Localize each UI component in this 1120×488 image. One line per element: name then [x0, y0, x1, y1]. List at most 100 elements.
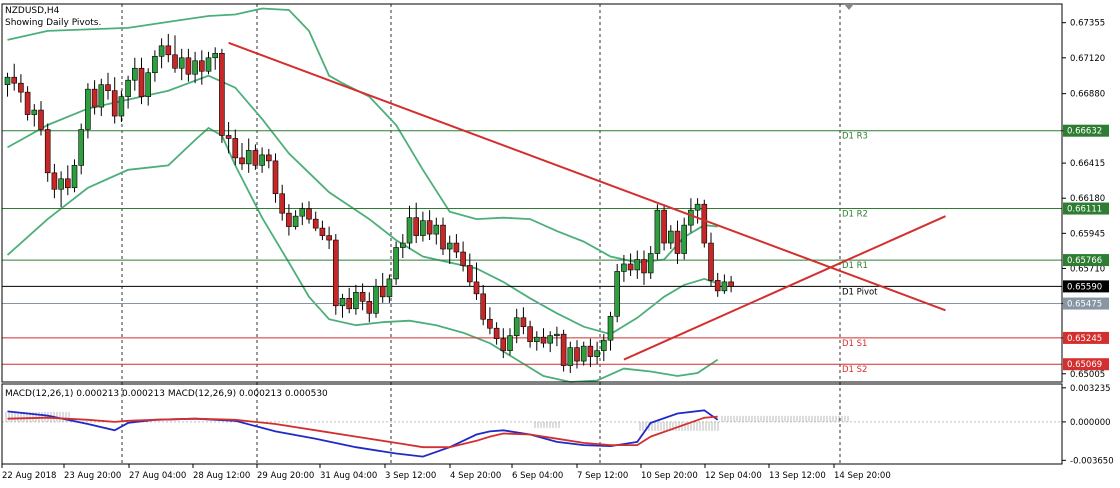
candle-body	[634, 259, 641, 271]
price-tag	[1063, 297, 1109, 310]
candle-body	[118, 96, 125, 117]
candle-body	[339, 298, 346, 307]
candle-body	[480, 293, 487, 320]
candle-body	[65, 178, 71, 189]
macd-title: MACD(12,26,1) 0.000213 0.000213 MACD(12,…	[5, 389, 328, 399]
macd-series-line	[7, 409, 719, 458]
pivot-label: D1 R1	[842, 261, 868, 271]
candle-body	[98, 84, 105, 108]
pivot-label: D1 Pivot	[842, 287, 878, 297]
candle-body	[165, 45, 172, 56]
bollinger-lower	[6, 126, 719, 383]
candle-body	[641, 259, 647, 274]
candle-body	[259, 154, 265, 166]
pivot-label: D1 R3	[842, 132, 868, 142]
candle-body	[446, 242, 453, 250]
candle-body	[332, 239, 339, 307]
candle-body	[4, 76, 11, 85]
candle-body	[138, 67, 145, 97]
pivot-label: D1 S2	[842, 365, 867, 375]
candle-body	[527, 326, 533, 342]
candle-body	[466, 265, 473, 283]
candle-body	[627, 263, 634, 271]
candle-body	[18, 82, 24, 93]
candle-body	[58, 178, 64, 190]
x-tick-label: 7 Sep 12:00	[577, 471, 628, 481]
macd-y-tick-label: -0.003650	[1070, 456, 1114, 466]
candle-body	[172, 54, 178, 69]
candle-body	[621, 263, 627, 272]
macd-series-line	[7, 415, 718, 449]
candle-body	[674, 230, 681, 254]
candle-body	[580, 345, 587, 362]
bollinger-upper	[7, 7, 718, 264]
candle-body	[600, 339, 607, 351]
x-tick-label: 6 Sep 04:00	[512, 471, 563, 481]
candle-body	[681, 224, 688, 254]
candle-body	[554, 333, 560, 336]
candle-body	[192, 60, 198, 75]
x-tick-label: 4 Sep 20:00	[450, 471, 501, 481]
candle-body	[38, 109, 44, 130]
candle-body	[346, 298, 353, 310]
candles	[4, 33, 734, 374]
price-tag	[1063, 358, 1109, 371]
candle-body	[473, 281, 480, 295]
main-frame	[1, 3, 1063, 383]
candle-body	[520, 317, 527, 328]
candle-body	[433, 224, 440, 235]
candle-body	[312, 218, 319, 229]
candle-body	[547, 335, 554, 344]
candle-body	[239, 157, 245, 165]
x-tick-label: 23 Aug 20:00	[64, 471, 121, 481]
candle-body	[145, 72, 151, 97]
candle-body	[51, 172, 58, 190]
candle-body	[460, 251, 466, 266]
candle-body	[158, 45, 165, 57]
trend-line	[623, 215, 946, 361]
y-tick-label: 0.65005	[1070, 370, 1105, 380]
candle-body	[667, 230, 674, 244]
candle-body	[199, 60, 205, 72]
candle-body	[252, 150, 259, 166]
y-tick-label: 0.66415	[1070, 159, 1105, 169]
candle-body	[373, 286, 379, 314]
candle-body	[420, 220, 426, 236]
candle-body	[105, 84, 111, 91]
pivot-label: D1 S1	[842, 339, 867, 349]
candle-body	[386, 278, 393, 298]
candle-body	[225, 135, 232, 139]
candle-body	[178, 57, 185, 69]
candle-body	[453, 242, 460, 253]
macd-y-tick-label: 0.003235	[1070, 384, 1111, 394]
candle-body	[728, 281, 734, 287]
candle-body	[205, 57, 212, 72]
candle-body	[292, 215, 299, 227]
candle-body	[265, 154, 272, 162]
x-tick-label: 28 Aug 12:00	[193, 471, 250, 481]
candle-body	[359, 292, 366, 302]
candle-body	[567, 347, 574, 366]
chart-subtitle: Showing Daily Pivots.	[5, 18, 101, 28]
candle-body	[272, 160, 279, 195]
candle-body	[426, 220, 433, 235]
candle-body	[654, 209, 661, 254]
candle-body	[24, 91, 31, 115]
candle-body	[31, 109, 38, 115]
trend-lines	[228, 41, 946, 361]
candle-body	[91, 88, 98, 108]
candle-body	[507, 335, 513, 351]
x-tick-label: 31 Aug 04:00	[320, 471, 377, 481]
candle-body	[714, 280, 721, 292]
candle-body	[78, 129, 84, 166]
chart-title: NZDUSD,H4	[5, 6, 60, 16]
price-tag	[1063, 202, 1109, 215]
pivot-levels: D1 R3 D1 R2 D1 R1 D1 Pivot D1 S1 D1 S2	[2, 130, 1062, 375]
price-tag-text: 0.65766	[1067, 256, 1102, 266]
x-tick-label: 22 Aug 2018	[2, 471, 56, 481]
candle-body	[379, 286, 386, 298]
price-tag	[1063, 280, 1109, 293]
x-tick-label: 13 Sep 12:00	[769, 471, 826, 481]
price-tag-text: 0.65590	[1067, 282, 1102, 292]
candle-body	[587, 345, 594, 357]
